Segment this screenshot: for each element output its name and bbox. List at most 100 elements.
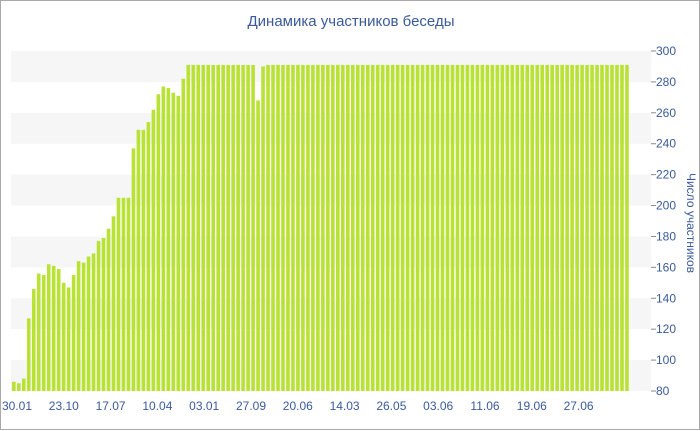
bar: [370, 64, 375, 391]
bar: [475, 64, 480, 391]
bar: [191, 64, 196, 391]
bar: [231, 64, 235, 391]
bar: [615, 64, 619, 391]
bar: [450, 64, 455, 391]
bar: [505, 64, 510, 391]
bar: [560, 64, 564, 391]
bar: [196, 64, 201, 391]
bar: [605, 64, 609, 391]
bar: [306, 64, 310, 391]
bar: [430, 64, 435, 391]
chart-title: Динамика участников беседы: [247, 13, 455, 30]
bar: [206, 64, 211, 391]
y-axis-label: Число участников: [684, 173, 698, 273]
bar: [540, 64, 545, 391]
bar: [46, 264, 51, 391]
x-axis-ticks: 30.01 23.10 17.07 10.04 03.01 27.09 20.06 14.03…: [2, 399, 594, 413]
bar: [211, 64, 215, 391]
bar: [550, 64, 554, 391]
bar: [510, 64, 515, 391]
bar: [380, 64, 385, 391]
bar: [435, 64, 440, 391]
bar: [56, 268, 61, 391]
bar: [216, 64, 220, 391]
x-tick-label: 26.05: [376, 399, 406, 413]
bar: [76, 261, 81, 391]
bar: [445, 64, 450, 391]
bar: [16, 383, 21, 391]
bar: [480, 64, 485, 391]
bar-series: [12, 64, 629, 392]
x-tick-label: 30.01: [2, 399, 32, 413]
bar: [176, 95, 181, 391]
bar: [585, 64, 589, 391]
bar: [86, 256, 91, 391]
bar: [326, 64, 330, 391]
bar: [121, 197, 126, 391]
x-tick-label: 23.10: [49, 399, 79, 413]
bar: [296, 64, 300, 391]
bar: [251, 64, 255, 391]
bar: [485, 64, 490, 391]
y-tick-label: 160: [656, 260, 676, 274]
y-axis-ticks: 80 100 120 140 160 180 200 220 240 260 280 300: [651, 44, 676, 398]
bar: [350, 64, 355, 391]
bar: [331, 64, 335, 391]
x-tick-label: 11.06: [470, 399, 499, 413]
bar: [41, 275, 46, 391]
bar: [321, 64, 325, 391]
bar: [61, 282, 66, 391]
y-tick-label: 100: [656, 353, 676, 367]
bar: [520, 64, 525, 391]
bar: [116, 197, 121, 391]
bar: [221, 64, 225, 391]
x-tick-label: 27.06: [564, 399, 594, 413]
bar: [410, 64, 415, 391]
bar: [281, 64, 285, 391]
bar: [12, 381, 16, 391]
bar: [101, 238, 106, 391]
bar: [400, 64, 405, 391]
bar: [131, 148, 136, 391]
bar: [91, 253, 96, 391]
bar: [271, 64, 275, 391]
bar: [565, 64, 569, 391]
bar: [26, 318, 31, 391]
bar: [186, 64, 191, 391]
bar: [341, 64, 345, 391]
bar: [515, 64, 520, 391]
bar: [355, 64, 360, 391]
x-tick-label: 17.07: [96, 399, 126, 413]
x-tick-label: 10.04: [142, 399, 172, 413]
bar: [385, 64, 390, 391]
bar: [440, 64, 445, 391]
y-tick-label: 80: [656, 384, 670, 398]
bar: [156, 94, 161, 392]
y-tick-label: 140: [656, 291, 676, 305]
bar: [31, 289, 36, 391]
bar: [136, 129, 141, 391]
bar: [375, 64, 380, 391]
bar: [256, 100, 260, 391]
bar: [201, 64, 206, 391]
grid-band: [11, 51, 651, 82]
bar: [301, 64, 305, 391]
bar: [425, 64, 430, 391]
y-tick-label: 240: [656, 137, 676, 151]
bar: [365, 64, 370, 391]
bar: [36, 273, 41, 391]
bar: [465, 64, 470, 391]
y-tick-label: 120: [656, 322, 676, 336]
bar: [66, 287, 71, 391]
bar: [241, 64, 245, 391]
bar: [291, 64, 295, 391]
bar: [455, 64, 460, 391]
grid-band: [11, 174, 651, 206]
bar: [141, 129, 146, 391]
bar: [246, 64, 250, 391]
x-tick-label: 19.06: [517, 399, 547, 413]
bar: [161, 86, 166, 392]
bar: [286, 64, 290, 391]
bar: [226, 64, 230, 391]
